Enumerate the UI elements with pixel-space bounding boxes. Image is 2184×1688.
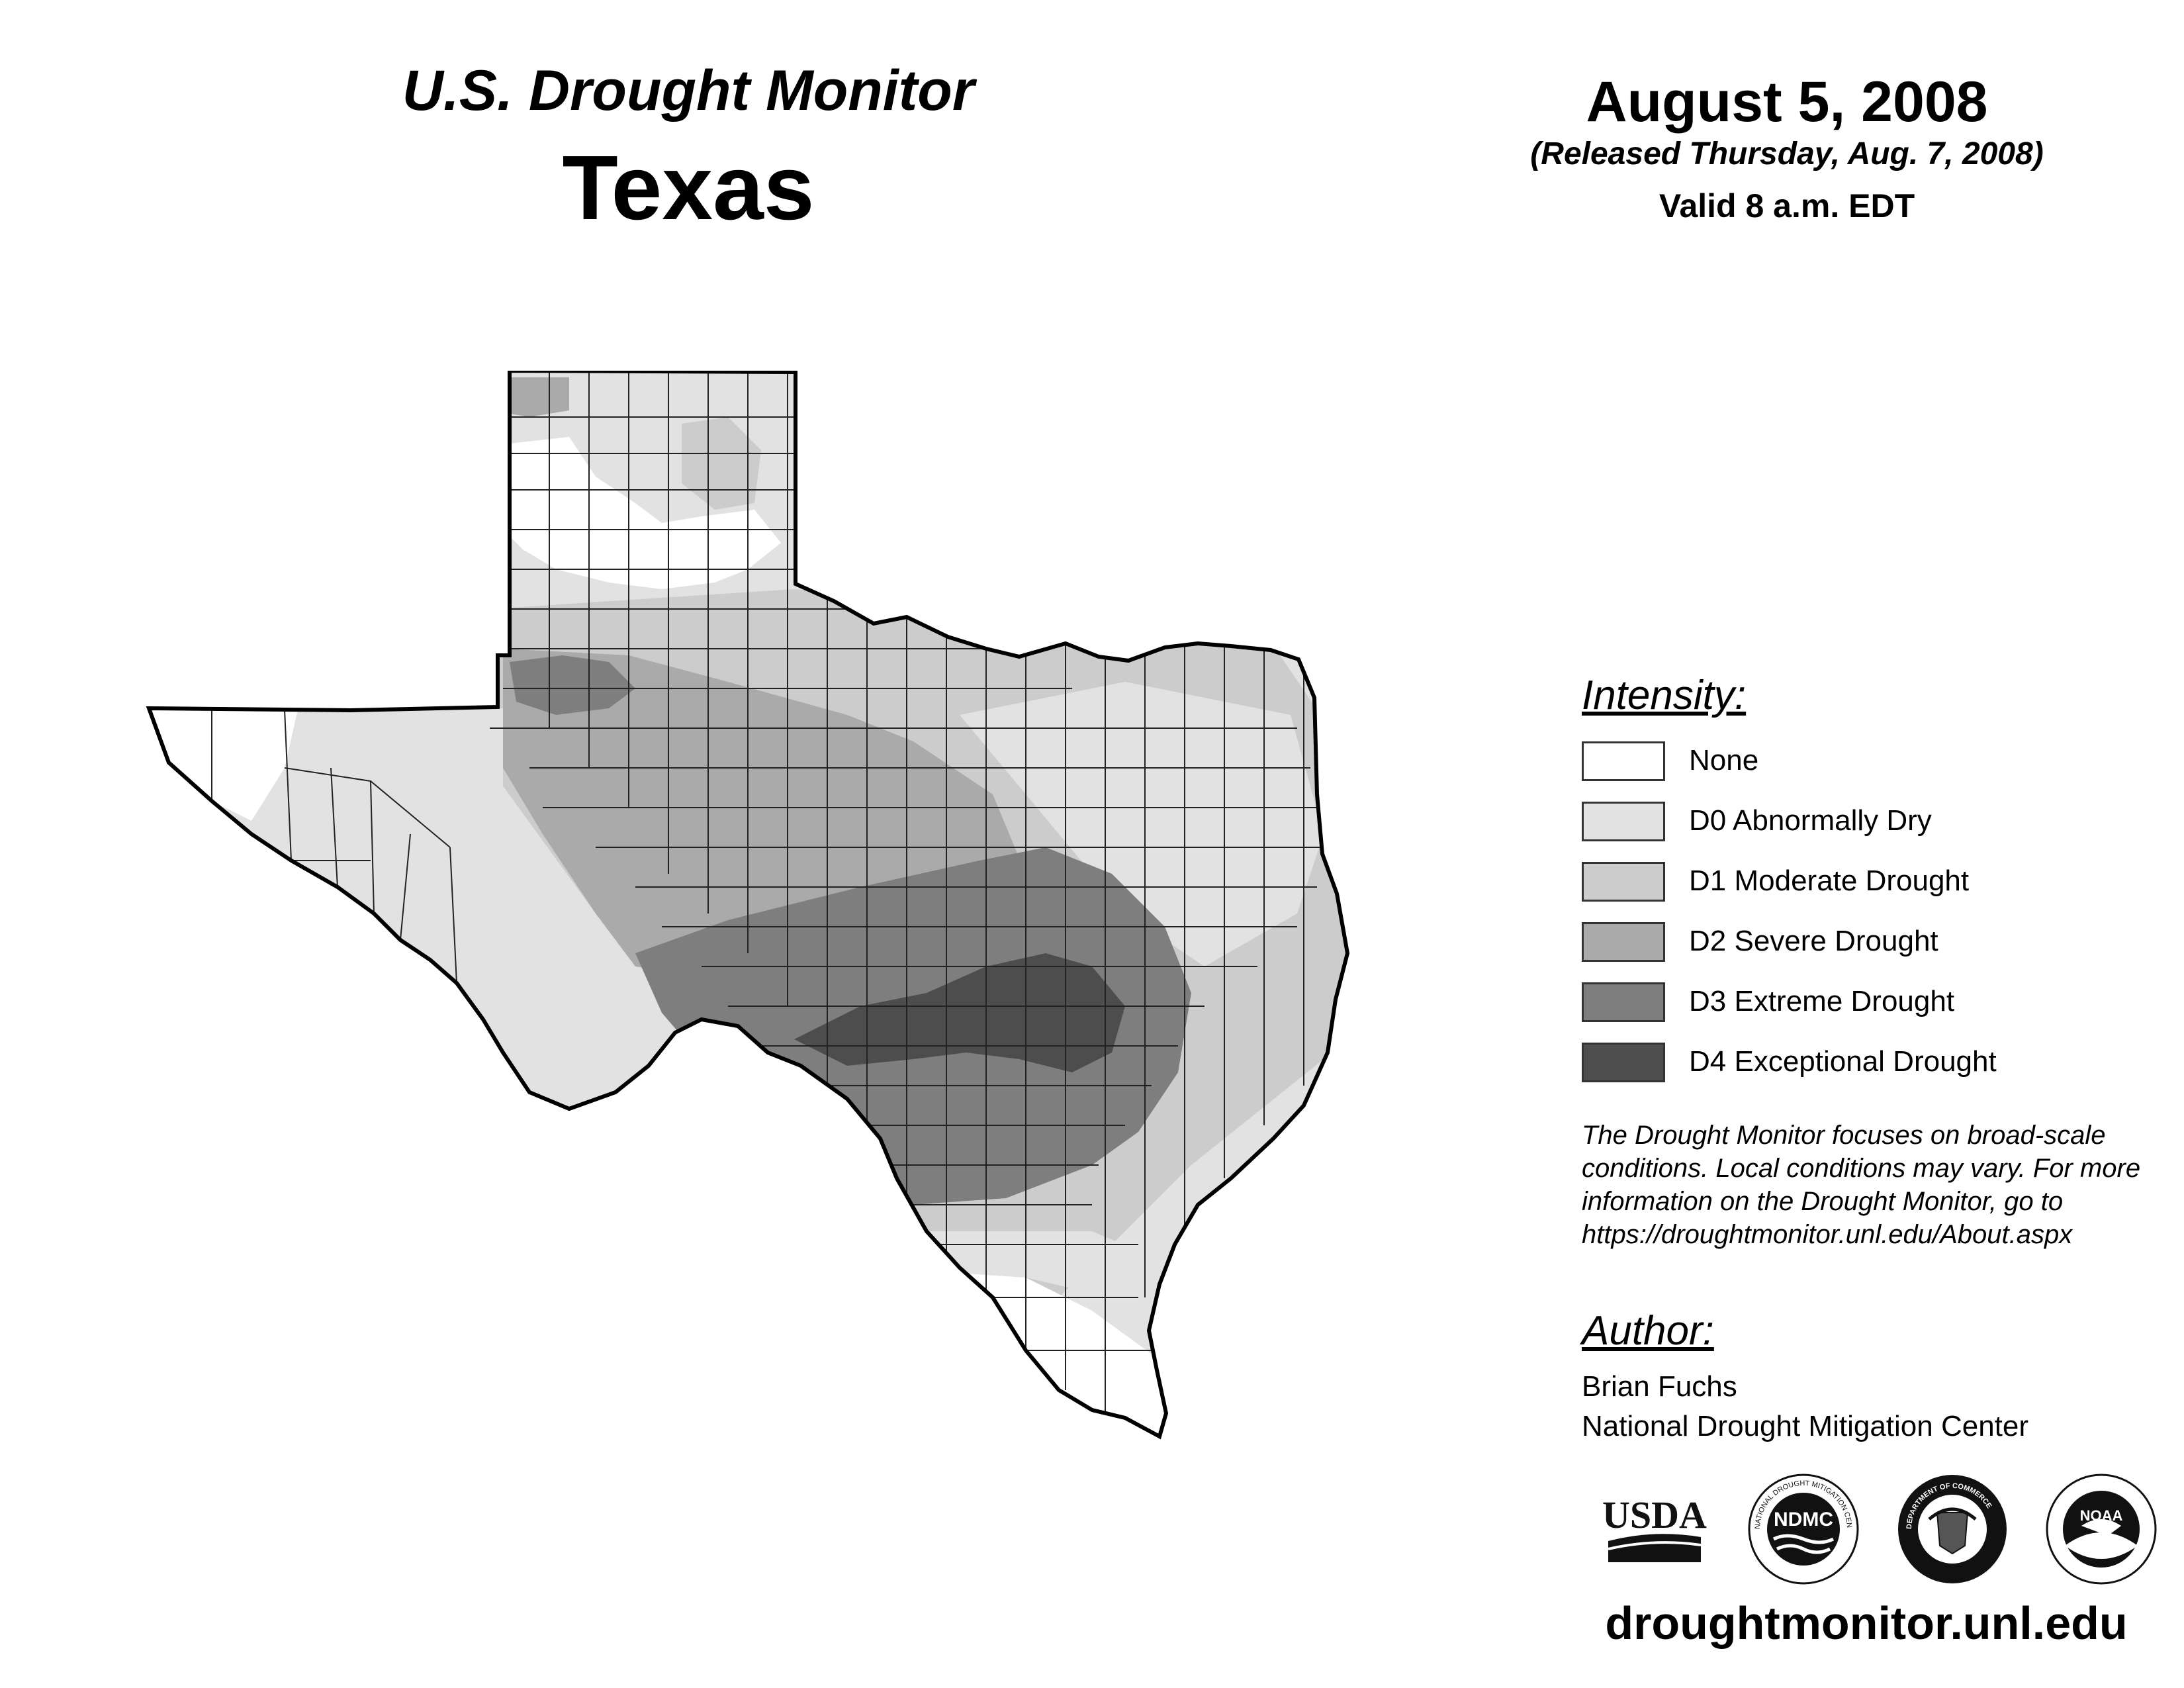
legend-swatch-d2: [1582, 922, 1665, 962]
map-title: Texas: [562, 137, 815, 239]
ndmc-logo: NATIONAL DROUGHT MITIGATION CENTER NDMC: [1747, 1473, 1859, 1585]
legend-item-d3: D3 Extreme Drought: [1582, 982, 2111, 1023]
map-subtitle: U.S. Drought Monitor: [402, 59, 975, 122]
legend-swatch-d3: [1582, 982, 1665, 1022]
legend-label: D2 Severe Drought: [1689, 925, 1938, 957]
legend-title: Intensity:: [1582, 673, 1747, 718]
author-title: Author:: [1582, 1308, 1714, 1354]
legend-swatch-d4: [1582, 1043, 1665, 1082]
commerce-seal: DEPARTMENT OF COMMERCE: [1898, 1475, 2007, 1583]
noaa-logo: NOAA: [2046, 1474, 2157, 1585]
legend-label: D1 Moderate Drought: [1689, 865, 1970, 897]
texas-drought-map: [132, 371, 1456, 1628]
usda-logo-text: USDA: [1602, 1493, 1707, 1536]
author-org: National Drought Mitigation Center: [1582, 1410, 2029, 1442]
d2-panhandle-area: [510, 377, 569, 417]
release-date: (Released Thursday, Aug. 7, 2008): [1530, 136, 2044, 171]
d1-panhandle-area: [682, 417, 761, 510]
legend-item-d0: D0 Abnormally Dry: [1582, 802, 2111, 843]
usda-logo: USDA: [1602, 1493, 1707, 1562]
legend-label: D4 Exceptional Drought: [1689, 1045, 1997, 1078]
none-west-area: [152, 708, 298, 821]
legend-item-d4: D4 Exceptional Drought: [1582, 1043, 2111, 1084]
legend-item-d1: D1 Moderate Drought: [1582, 862, 2111, 903]
disclaimer-note: The Drought Monitor focuses on broad-sca…: [1582, 1121, 2141, 1249]
legend-swatch-d0: [1582, 802, 1665, 841]
legend-swatch-d1: [1582, 862, 1665, 902]
website-url[interactable]: droughtmonitor.unl.edu: [1605, 1597, 2128, 1649]
none-panhandle-area: [510, 437, 781, 589]
noaa-logo-text: NOAA: [2080, 1507, 2123, 1524]
legend-label: D3 Extreme Drought: [1689, 985, 1955, 1017]
legend-item-none: None: [1582, 741, 2111, 782]
ndmc-logo-text: NDMC: [1774, 1509, 1833, 1530]
legend-swatch-none: [1582, 741, 1665, 781]
county-lines: [211, 371, 1324, 1417]
legend-item-d2: D2 Severe Drought: [1582, 922, 2111, 963]
d3-west-area: [510, 655, 635, 715]
d0-east-area: [960, 682, 1324, 966]
d4-area: [794, 953, 1125, 1072]
author-name: Brian Fuchs: [1582, 1370, 1737, 1403]
legend-label: None: [1689, 744, 1759, 776]
valid-time: Valid 8 a.m. EDT: [1659, 187, 1915, 224]
legend-label: D0 Abnormally Dry: [1689, 804, 1932, 837]
map-date: August 5, 2008: [1586, 70, 1988, 134]
